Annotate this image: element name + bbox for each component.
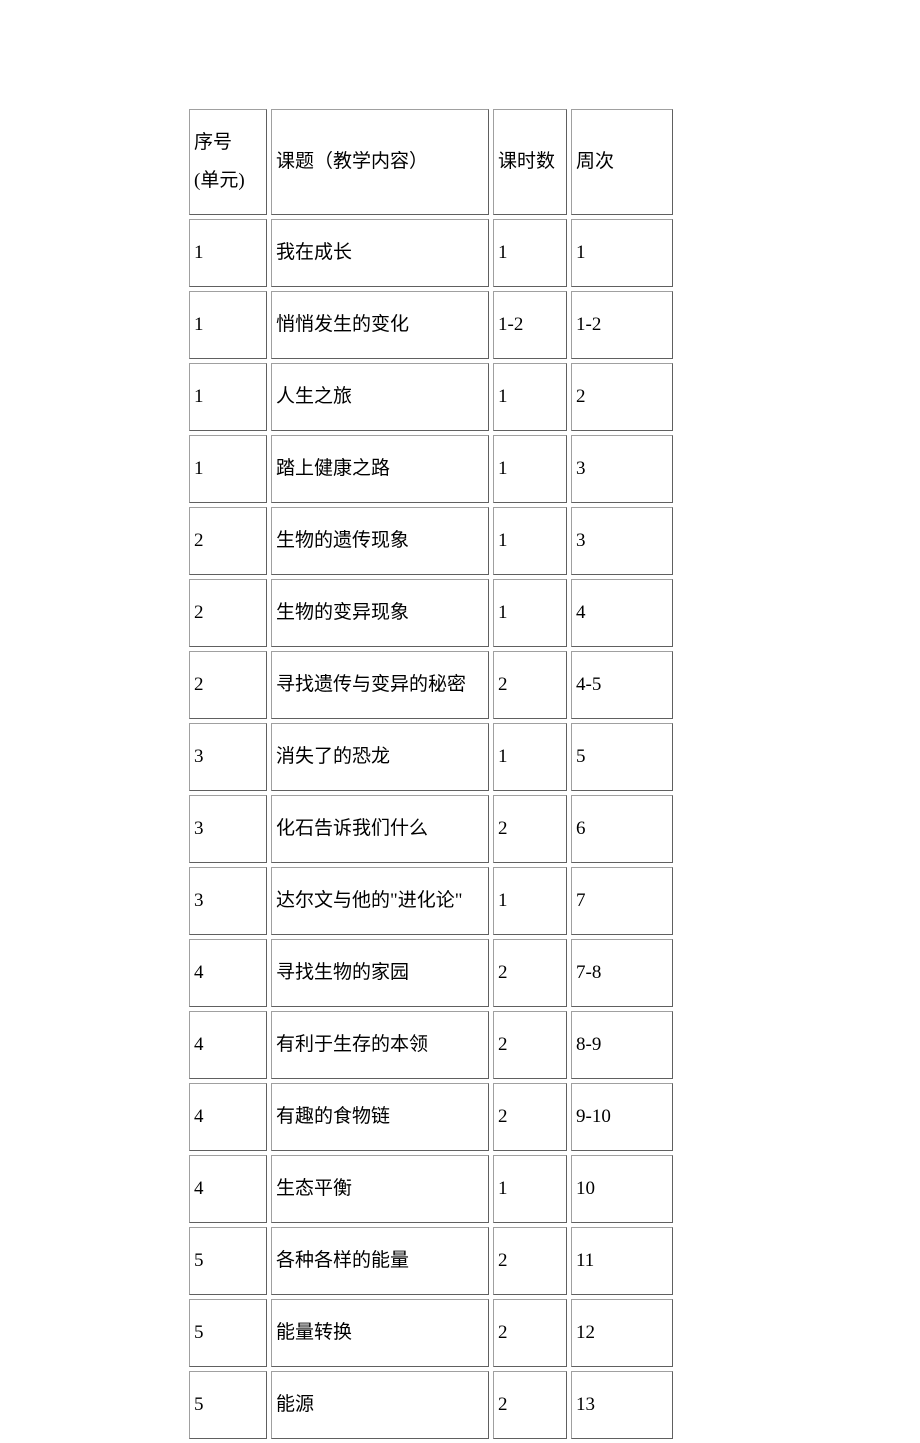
cell-topic: 达尔文与他的"进化论" (271, 867, 489, 935)
cell-week: 4 (571, 579, 673, 647)
cell-week: 2 (571, 363, 673, 431)
cell-hours: 2 (493, 1299, 567, 1367)
cell-topic: 生物的遗传现象 (271, 507, 489, 575)
cell-topic: 人生之旅 (271, 363, 489, 431)
table-row: 4 寻找生物的家园 2 7-8 (189, 939, 673, 1007)
cell-hours: 1 (493, 507, 567, 575)
table-row: 2 寻找遗传与变异的秘密 2 4-5 (189, 651, 673, 719)
cell-topic: 有趣的食物链 (271, 1083, 489, 1151)
cell-hours: 1 (493, 435, 567, 503)
table-header-row: 序号 (单元) 课题（教学内容） 课时数 周次 (189, 109, 673, 215)
table-row: 5 各种各样的能量 2 11 (189, 1227, 673, 1295)
cell-week: 13 (571, 1371, 673, 1439)
cell-unit: 2 (189, 651, 267, 719)
cell-hours: 1 (493, 867, 567, 935)
cell-unit: 1 (189, 219, 267, 287)
cell-unit: 1 (189, 363, 267, 431)
table-row: 3 化石告诉我们什么 2 6 (189, 795, 673, 863)
cell-unit: 2 (189, 579, 267, 647)
cell-week: 5 (571, 723, 673, 791)
curriculum-table: 序号 (单元) 课题（教学内容） 课时数 周次 1 我在成长 1 1 1 悄悄发… (185, 105, 677, 1443)
cell-topic: 我在成长 (271, 219, 489, 287)
cell-unit: 2 (189, 507, 267, 575)
header-topic: 课题（教学内容） (271, 109, 489, 215)
table-row: 5 能量转换 2 12 (189, 1299, 673, 1367)
cell-week: 8-9 (571, 1011, 673, 1079)
cell-topic: 消失了的恐龙 (271, 723, 489, 791)
cell-unit: 5 (189, 1227, 267, 1295)
cell-unit: 5 (189, 1299, 267, 1367)
cell-hours: 2 (493, 1227, 567, 1295)
cell-unit: 3 (189, 795, 267, 863)
cell-hours: 1 (493, 1155, 567, 1223)
cell-topic: 生态平衡 (271, 1155, 489, 1223)
header-unit: 序号 (单元) (189, 109, 267, 215)
cell-unit: 3 (189, 723, 267, 791)
table-row: 4 生态平衡 1 10 (189, 1155, 673, 1223)
cell-topic: 能源 (271, 1371, 489, 1439)
table-row: 2 生物的遗传现象 1 3 (189, 507, 673, 575)
table-row: 1 踏上健康之路 1 3 (189, 435, 673, 503)
cell-hours: 1 (493, 723, 567, 791)
cell-hours: 2 (493, 1083, 567, 1151)
cell-hours: 2 (493, 1011, 567, 1079)
cell-unit: 4 (189, 1083, 267, 1151)
cell-hours: 1 (493, 219, 567, 287)
cell-unit: 1 (189, 291, 267, 359)
cell-topic: 生物的变异现象 (271, 579, 489, 647)
table-body: 1 我在成长 1 1 1 悄悄发生的变化 1-2 1-2 1 人生之旅 1 2 … (189, 219, 673, 1439)
cell-hours: 2 (493, 939, 567, 1007)
cell-topic: 化石告诉我们什么 (271, 795, 489, 863)
cell-week: 11 (571, 1227, 673, 1295)
cell-unit: 5 (189, 1371, 267, 1439)
cell-week: 1 (571, 219, 673, 287)
cell-hours: 1 (493, 363, 567, 431)
cell-hours: 1 (493, 579, 567, 647)
cell-hours: 2 (493, 1371, 567, 1439)
cell-hours: 1-2 (493, 291, 567, 359)
cell-topic: 寻找遗传与变异的秘密 (271, 651, 489, 719)
cell-week: 7-8 (571, 939, 673, 1007)
cell-week: 7 (571, 867, 673, 935)
cell-week: 9-10 (571, 1083, 673, 1151)
cell-week: 6 (571, 795, 673, 863)
cell-topic: 踏上健康之路 (271, 435, 489, 503)
cell-week: 3 (571, 507, 673, 575)
cell-unit: 4 (189, 1011, 267, 1079)
cell-topic: 能量转换 (271, 1299, 489, 1367)
header-hours: 课时数 (493, 109, 567, 215)
cell-unit: 1 (189, 435, 267, 503)
cell-topic: 各种各样的能量 (271, 1227, 489, 1295)
cell-unit: 4 (189, 939, 267, 1007)
table-row: 1 悄悄发生的变化 1-2 1-2 (189, 291, 673, 359)
table-row: 4 有利于生存的本领 2 8-9 (189, 1011, 673, 1079)
table-row: 3 消失了的恐龙 1 5 (189, 723, 673, 791)
table-row: 1 我在成长 1 1 (189, 219, 673, 287)
cell-unit: 4 (189, 1155, 267, 1223)
cell-unit: 3 (189, 867, 267, 935)
cell-topic: 有利于生存的本领 (271, 1011, 489, 1079)
document-page: 序号 (单元) 课题（教学内容） 课时数 周次 1 我在成长 1 1 1 悄悄发… (0, 0, 920, 1443)
cell-week: 12 (571, 1299, 673, 1367)
cell-week: 1-2 (571, 291, 673, 359)
table-row: 3 达尔文与他的"进化论" 1 7 (189, 867, 673, 935)
table-row: 4 有趣的食物链 2 9-10 (189, 1083, 673, 1151)
cell-week: 10 (571, 1155, 673, 1223)
cell-week: 4-5 (571, 651, 673, 719)
table-row: 2 生物的变异现象 1 4 (189, 579, 673, 647)
cell-week: 3 (571, 435, 673, 503)
cell-hours: 2 (493, 795, 567, 863)
table-row: 1 人生之旅 1 2 (189, 363, 673, 431)
cell-topic: 寻找生物的家园 (271, 939, 489, 1007)
table-row: 5 能源 2 13 (189, 1371, 673, 1439)
cell-topic: 悄悄发生的变化 (271, 291, 489, 359)
cell-hours: 2 (493, 651, 567, 719)
header-week: 周次 (571, 109, 673, 215)
